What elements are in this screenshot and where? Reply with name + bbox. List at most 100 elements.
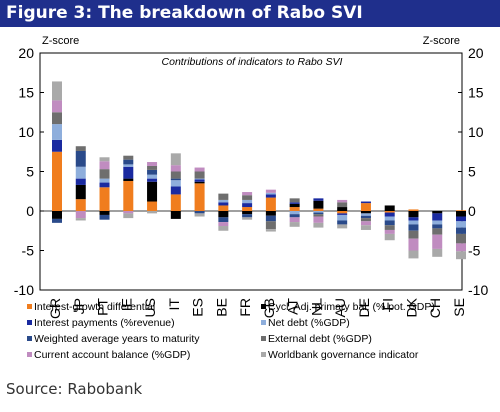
bar-segment-de-1 (360, 211, 371, 214)
bar-segment-dk-3 (408, 220, 419, 225)
bar-segment-fr-6 (242, 192, 253, 196)
bar-segment-be-7 (218, 226, 229, 231)
y-tick-label-right: -5 (468, 243, 481, 259)
bar-segment-ie-0 (123, 180, 134, 211)
y-tick-label-left: 20 (18, 45, 34, 61)
y-axis-label-left: Z-score (42, 35, 79, 47)
bar-segment-gb-7 (265, 229, 276, 232)
bar-segment-be-3 (218, 199, 229, 203)
bar-segment-ch-5 (432, 228, 443, 235)
bar-segment-fr-1 (242, 211, 253, 215)
bar-segment-fi-5 (384, 225, 395, 230)
bar-segment-dk-0 (408, 209, 419, 211)
x-tick-label: GB (261, 298, 277, 318)
y-tick-label-left: -10 (14, 282, 34, 298)
bar-segment-it-2 (170, 186, 181, 195)
bar-segment-gb-1 (265, 211, 276, 216)
bar-segment-ie-4 (123, 159, 134, 165)
bar-segment-au-6 (337, 199, 348, 203)
bar-segment-de-0 (360, 203, 371, 211)
bar-segment-pt-1 (99, 211, 110, 215)
bar-segment-se-6 (456, 243, 466, 252)
bar-segment-be-0 (218, 205, 229, 211)
bar-segment-de-6 (360, 221, 371, 226)
legend-label: Net debt (%GDP) (268, 317, 350, 329)
bar-segment-us-3 (147, 174, 158, 179)
bar-segment-gb-0 (265, 197, 276, 211)
bar-segment-it-3 (170, 180, 181, 187)
bar-segment-it-7 (170, 153, 181, 166)
bar-segment-jp-0 (75, 199, 86, 211)
bar-segment-es-0 (194, 183, 205, 211)
x-tick-label: DK (403, 297, 419, 317)
bar-segment-de-7 (360, 225, 371, 230)
bar-segment-fr-0 (242, 207, 253, 211)
x-tick-label: DE (356, 298, 372, 317)
bar-segment-au-5 (337, 202, 348, 208)
rabo-svi-chart: Contributions of indicators to Rabo SVI … (14, 35, 489, 361)
bar-segment-jp-5 (75, 146, 86, 151)
bar-segment-at-2 (289, 202, 300, 204)
y-tick-label-right: 0 (468, 203, 476, 219)
bar-segment-fr-4 (242, 214, 253, 218)
bar-segment-ie-2 (123, 166, 134, 179)
bar-segment-gb-3 (265, 192, 276, 195)
bar-segment-es-7 (194, 213, 205, 217)
bar-segment-fi-0 (384, 211, 395, 213)
bar-segment-se-1 (456, 211, 466, 217)
bar-segment-us-0 (147, 201, 158, 211)
x-ticks: GR JP PT IE US IT ES BE FR GB AT NL AU DE FI DK CH SE (47, 297, 467, 319)
y-tick-label-right: -10 (468, 282, 488, 298)
bar-segment-us-2 (147, 178, 158, 182)
bar-segment-gr-0 (52, 151, 62, 211)
bar-segment-nl-5 (313, 214, 324, 217)
bar-segment-pt-3 (99, 178, 110, 183)
bar-segment-it-5 (170, 171, 181, 179)
x-tick-label: FI (380, 298, 396, 310)
legend-swatch (27, 336, 32, 341)
x-tick-label: US (142, 298, 158, 317)
bar-segment-be-6 (218, 222, 229, 227)
bar-segment-fr-2 (242, 203, 253, 208)
bar-segment-jp-1 (75, 184, 86, 200)
bar-segment-es-4 (194, 211, 205, 214)
bar-segment-gr-1 (52, 211, 62, 219)
bar-segment-dk-2 (408, 217, 419, 221)
bar-segment-at-7 (289, 222, 300, 227)
bar-segment-es-2 (194, 179, 205, 182)
bar-segment-dk-1 (408, 211, 419, 218)
bar-segment-gr-2 (52, 139, 62, 152)
x-tick-label: PT (95, 298, 111, 316)
x-tick-label: FR (237, 298, 253, 317)
bar-segment-fi-7 (384, 233, 395, 241)
legend-label: Interest payments (%revenue) (34, 317, 175, 329)
bar-segment-jp-6 (75, 211, 86, 219)
bar-segment-pt-4 (99, 214, 110, 220)
y-tick-label-left: 15 (18, 85, 34, 101)
legend-label: External debt (%GDP) (268, 333, 372, 345)
bar-segment-au-0 (337, 211, 348, 214)
bar-segment-dk-7 (408, 250, 419, 259)
bar-segment-be-2 (218, 202, 229, 206)
bar-segment-es-5 (194, 171, 205, 179)
x-tick-label: GR (47, 298, 63, 319)
legend-swatch (27, 320, 32, 325)
bar-segment-nl-7 (313, 222, 324, 228)
bar-segment-ie-6 (123, 211, 134, 214)
legend-swatch (261, 320, 266, 325)
bar-segment-es-3 (194, 178, 205, 180)
bar-segment-se-5 (456, 233, 466, 244)
bar-segment-ch-2 (432, 213, 443, 221)
x-tick-label: IE (118, 298, 134, 311)
x-tick-label: NL (308, 298, 324, 316)
bar-segment-it-1 (170, 211, 181, 219)
legend-swatch (27, 352, 32, 357)
bar-segment-at-1 (289, 203, 300, 208)
bar-segment-ie-3 (123, 164, 134, 167)
x-tick-label: AU (332, 298, 348, 317)
bar-segment-us-6 (147, 162, 158, 166)
y-tick-label-left: 10 (18, 124, 34, 140)
bar-segment-dk-4 (408, 224, 419, 231)
bar-segment-se-0 (456, 210, 466, 211)
bar-segment-gr-7 (52, 81, 62, 101)
